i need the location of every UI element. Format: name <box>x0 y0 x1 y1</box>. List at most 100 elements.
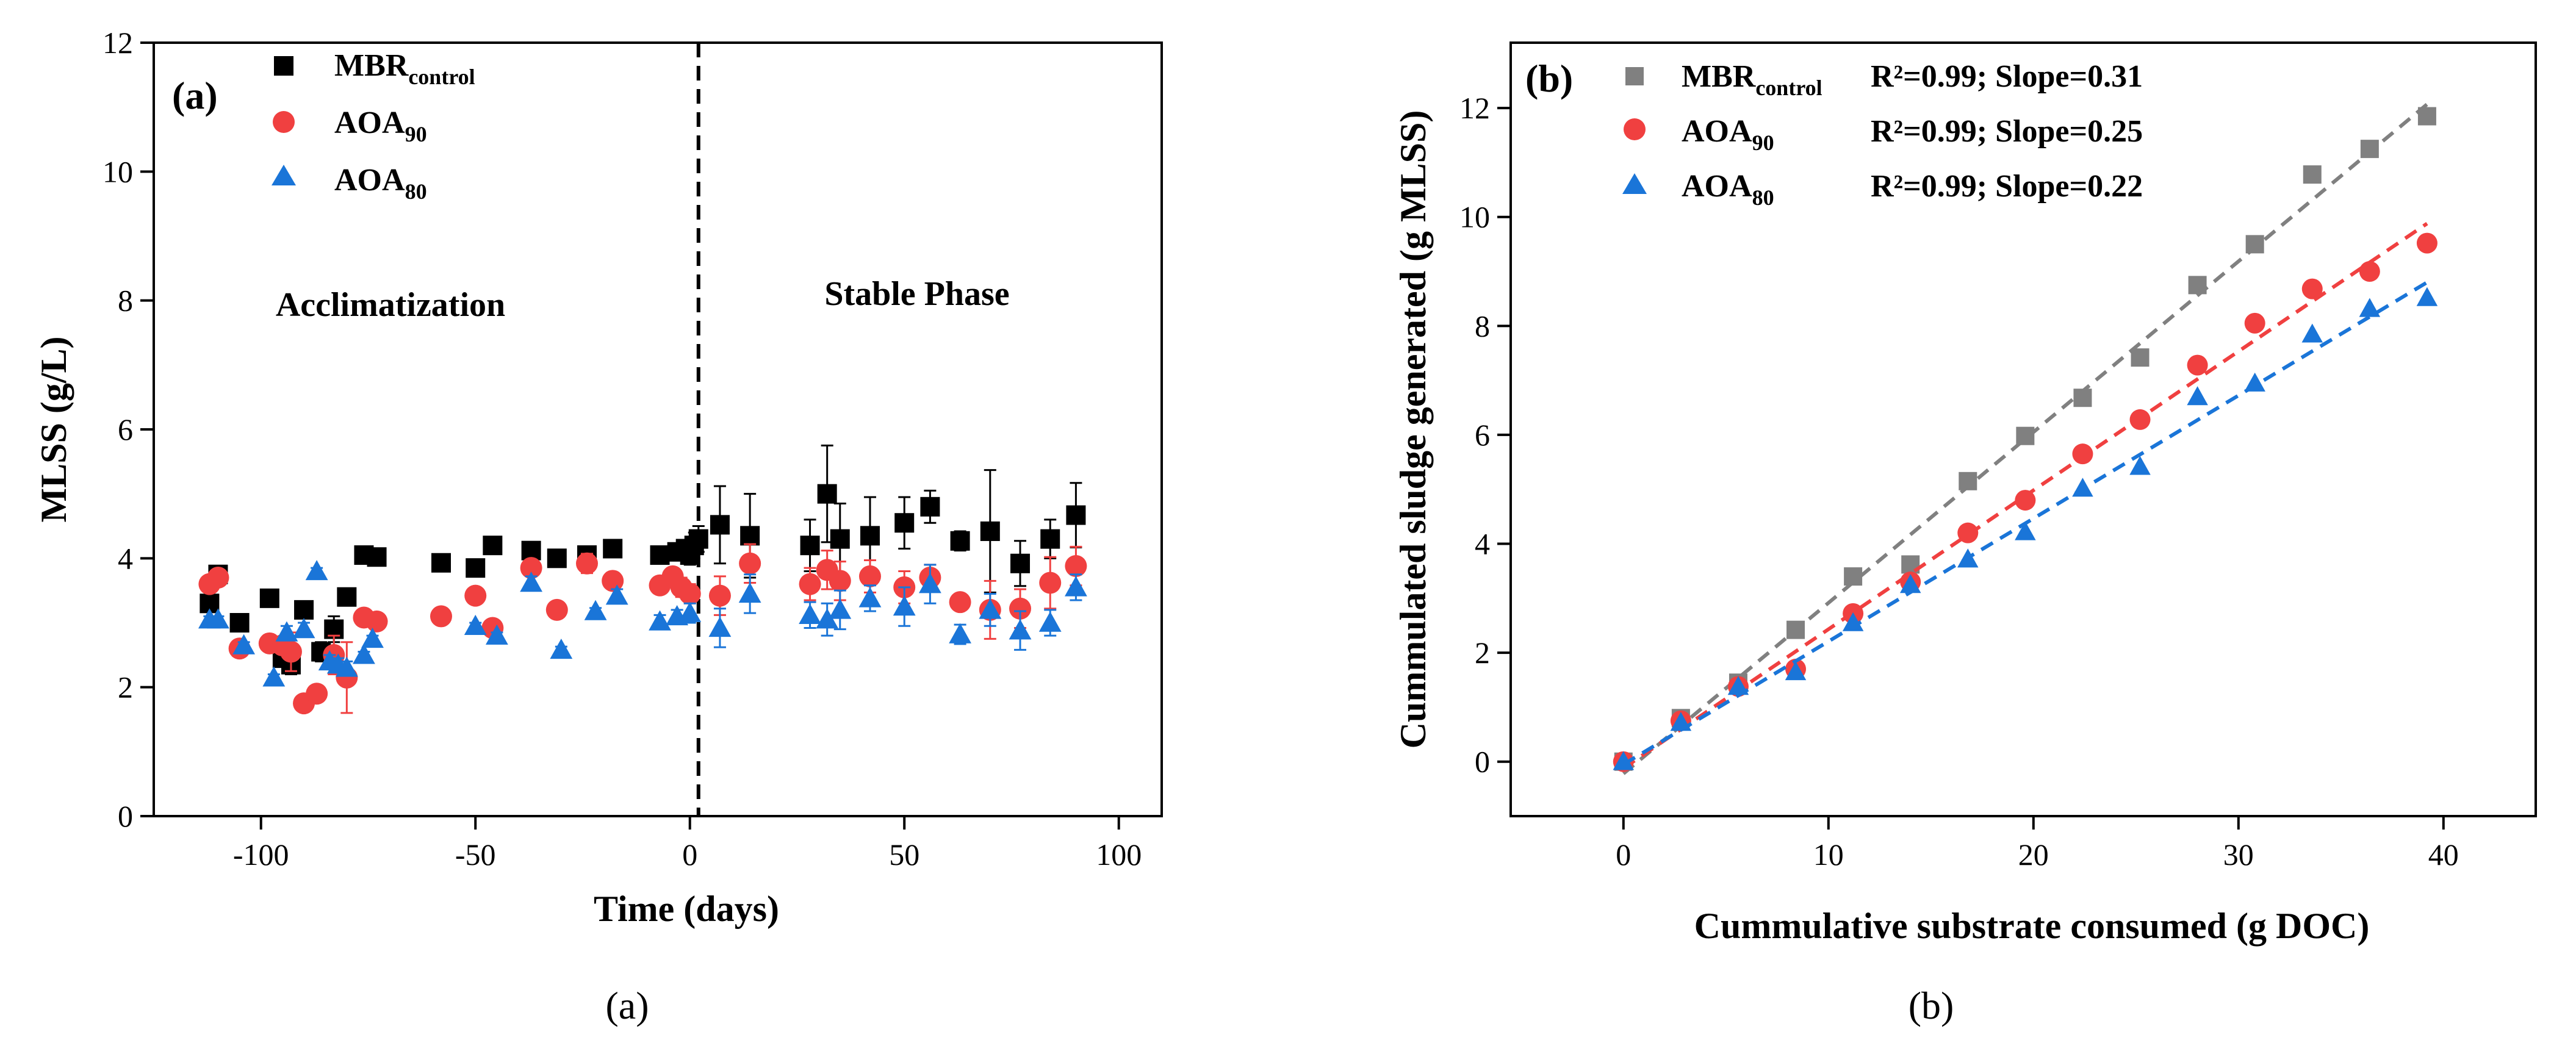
data-point-a-aoa-90 <box>464 584 487 607</box>
data-point-b-aoa-80 <box>2187 386 2208 406</box>
panel-a-chart: -100 -50 0 50 100 0 2 4 6 8 10 12 (a) MBRcontrol AO… <box>34 26 1163 1027</box>
panel-b-chart: 0 10 20 30 40 0 2 4 6 8 10 12 (b) MBRcontrol R²=0.9… <box>1393 41 2537 1027</box>
y-tick-label: 0 <box>118 799 133 833</box>
data-point-a-aoa-90 <box>799 573 821 595</box>
data-point-b-aoa-80 <box>1842 612 1864 631</box>
data-point-a-aoa-80 <box>649 610 671 631</box>
data-point-b-aoa-80 <box>2301 323 2323 343</box>
data-point-a-aoa-90 <box>520 557 542 579</box>
data-point-a-aoa-90 <box>739 552 761 575</box>
data-point-a-mbr-control <box>894 513 915 533</box>
data-point-b-aoa-80 <box>1785 661 1807 681</box>
legend-label-mbr-control: MBRcontrol <box>334 48 475 89</box>
data-point-a-aoa-80 <box>918 573 941 593</box>
data-point-a-aoa-90 <box>1065 555 1087 578</box>
data-point-a-aoa-90 <box>576 552 599 575</box>
data-point-b-aoa-80 <box>1613 751 1635 770</box>
data-point-a-aoa-90 <box>602 570 624 592</box>
data-point-b-mbr-control <box>2245 235 2264 254</box>
legend-marker-aoa90 <box>273 111 295 133</box>
legend-label-aoa90-b: AOA90 <box>1682 114 1774 155</box>
data-point-b-mbr-control <box>2016 426 2035 445</box>
panel-a-data-layer <box>198 43 1087 816</box>
data-point-b-mbr-control <box>1844 567 1863 586</box>
x-tick-label: -100 <box>233 837 289 872</box>
data-point-a-aoa-80 <box>207 608 229 629</box>
data-point-b-aoa-90 <box>2301 278 2323 299</box>
data-point-a-mbr-control <box>1010 553 1031 573</box>
y-tick-label: 2 <box>118 670 133 704</box>
data-point-a-aoa-90 <box>858 565 881 587</box>
phase-label-stable-phase: Stable Phase <box>824 275 1009 313</box>
y-tick-label: 4 <box>1475 527 1490 561</box>
data-point-b-aoa-80 <box>1899 574 1921 593</box>
data-point-a-aoa-90 <box>1039 572 1062 594</box>
panel-a-ticks: -100 -50 0 50 100 0 2 4 6 8 10 12 <box>103 26 1142 872</box>
panel-a-caption: (a) <box>605 984 649 1027</box>
data-point-b-aoa-90 <box>2359 261 2380 282</box>
x-tick-label: 40 <box>2428 837 2459 872</box>
data-point-a-mbr-control <box>1066 505 1086 525</box>
y-tick-label: 6 <box>1475 418 1490 452</box>
data-point-b-mbr-control <box>2188 276 2207 295</box>
panel-a-x-axis-title: Time (days) <box>594 889 779 929</box>
data-point-a-aoa-80 <box>605 584 628 605</box>
data-point-b-aoa-90 <box>1957 522 1979 543</box>
data-point-b-mbr-control <box>2303 165 2322 184</box>
legend-label-aoa90: AOA90 <box>334 106 427 146</box>
data-point-a-aoa-90 <box>1009 597 1032 620</box>
data-point-a-mbr-control <box>294 600 314 620</box>
data-point-a-aoa-80 <box>584 600 607 620</box>
data-point-a-mbr-control <box>259 588 279 608</box>
legend-marker-mbr-control-b <box>1625 67 1644 85</box>
data-point-b-mbr-control <box>2417 107 2436 126</box>
data-point-b-mbr-control <box>2073 389 2092 407</box>
phase-label-acclimatization: Acclimatization <box>276 286 505 324</box>
x-tick-label: 0 <box>682 837 697 872</box>
data-point-a-aoa-80 <box>464 614 487 636</box>
data-point-a-aoa-90 <box>545 598 568 621</box>
data-point-a-aoa-80 <box>550 638 573 659</box>
data-point-a-aoa-80 <box>485 624 508 645</box>
data-point-a-mbr-control <box>431 553 451 573</box>
data-point-a-mbr-control <box>1040 529 1060 549</box>
data-point-a-aoa-80 <box>361 628 384 648</box>
data-point-b-aoa-90 <box>2015 490 2036 511</box>
data-point-a-mbr-control <box>688 529 708 549</box>
x-tick-label: -50 <box>455 837 496 872</box>
data-point-b-mbr-control <box>1959 471 1977 490</box>
data-point-a-mbr-control <box>740 526 760 546</box>
data-point-a-aoa-90 <box>949 591 971 614</box>
data-point-a-aoa-90 <box>207 567 229 589</box>
y-tick-label: 4 <box>118 541 133 575</box>
x-tick-label: 50 <box>889 837 919 872</box>
y-tick-label: 8 <box>118 284 133 318</box>
data-point-a-aoa-80 <box>1065 576 1087 597</box>
legend-stats-mbr-control-b: R²=0.99; Slope=0.31 <box>1871 59 2143 94</box>
data-point-b-aoa-90 <box>2416 232 2437 254</box>
panel-b-y-axis-title: Cummulated sludge generated (g MLSS) <box>1393 110 1433 749</box>
legend-label-aoa80-b: AOA80 <box>1682 169 1774 210</box>
data-point-a-aoa-80 <box>708 617 732 637</box>
data-point-b-mbr-control <box>2131 348 2150 367</box>
data-point-a-aoa-90 <box>365 610 388 633</box>
data-point-a-aoa-80 <box>1009 619 1032 640</box>
data-point-a-aoa-80 <box>292 618 315 639</box>
data-point-a-aoa-80 <box>520 572 543 592</box>
data-point-b-aoa-80 <box>2359 298 2381 317</box>
data-point-a-aoa-90 <box>430 605 452 628</box>
data-point-a-aoa-80 <box>799 603 821 625</box>
data-point-a-mbr-control <box>817 484 837 504</box>
legend-stats-aoa80-b: R²=0.99; Slope=0.22 <box>1871 169 2143 204</box>
data-point-a-aoa-90 <box>279 640 302 663</box>
legend-marker-aoa80 <box>272 165 296 185</box>
data-point-b-aoa-80 <box>2072 478 2093 497</box>
y-tick-label: 2 <box>1475 636 1490 670</box>
data-point-a-aoa-80 <box>275 621 298 642</box>
data-point-a-aoa-80 <box>335 656 358 677</box>
data-point-b-aoa-80 <box>2244 372 2265 392</box>
data-point-b-aoa-90 <box>2187 354 2208 376</box>
data-point-a-aoa-80 <box>949 623 971 644</box>
data-point-a-mbr-control <box>920 497 940 517</box>
